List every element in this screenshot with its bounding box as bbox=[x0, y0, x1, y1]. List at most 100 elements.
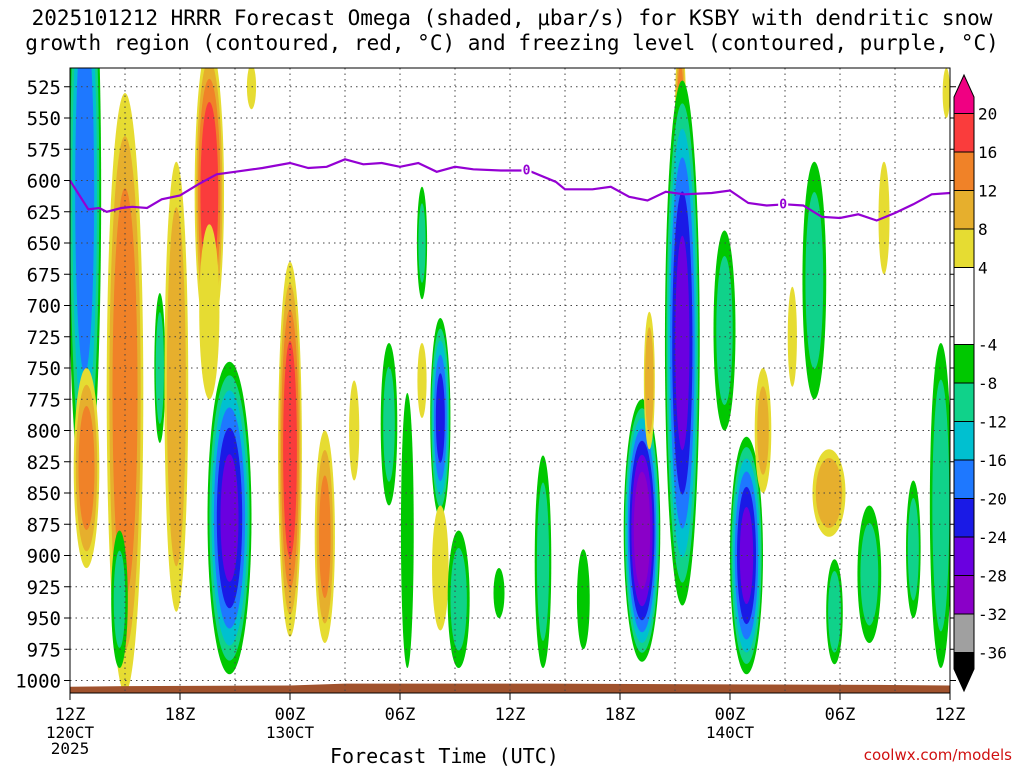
omega-feature-34 bbox=[826, 559, 843, 665]
y-tick-label-850: 850 bbox=[27, 483, 61, 505]
omega-feature-32 bbox=[787, 286, 797, 387]
omega-feature-6 bbox=[164, 161, 189, 612]
omega-contour-neg-8 bbox=[860, 523, 879, 626]
y-tick-label-700: 700 bbox=[27, 296, 61, 318]
omega-feature-33 bbox=[802, 161, 827, 400]
colorbar-tick-8: 8 bbox=[978, 220, 988, 239]
y-tick-label-825: 825 bbox=[27, 452, 61, 474]
omega-feature-24 bbox=[623, 399, 661, 662]
colorbar-bin--36-to--32 bbox=[953, 613, 975, 653]
omega-feature-4 bbox=[111, 530, 128, 669]
colorbar-bin-8-to-12 bbox=[953, 190, 975, 230]
omega-contour-neg-4 bbox=[576, 549, 590, 650]
y-tick-label-625: 625 bbox=[27, 202, 61, 224]
x-tick-sublabel-12-1: 130CT bbox=[266, 723, 315, 742]
omega-contour-neg-8 bbox=[113, 550, 126, 648]
colorbar-tick--12: -12 bbox=[978, 413, 1007, 432]
y-tick-label-925: 925 bbox=[27, 577, 61, 599]
y-tick-label-800: 800 bbox=[27, 421, 61, 443]
colorbar: 20 16 12 8 4 -4 -8 -12 -16 -20 -24 -28 -32 -36 bbox=[953, 73, 1007, 693]
colorbar-bin--28-to--24 bbox=[953, 536, 975, 576]
y-tick-label-750: 750 bbox=[27, 358, 61, 380]
freezing-level-label-1: 0 bbox=[523, 164, 531, 179]
y-tick-label-575: 575 bbox=[27, 139, 61, 161]
omega-contour-pos-4 bbox=[199, 224, 220, 400]
omega-contour-pos-12 bbox=[319, 475, 331, 599]
colorbar-tick-4: 4 bbox=[978, 259, 988, 278]
omega-contour-pos-16 bbox=[283, 340, 297, 558]
colorbar-tick-20: 20 bbox=[978, 105, 997, 124]
omega-feature-10 bbox=[246, 68, 257, 110]
colorbar-bin--20-to--16 bbox=[953, 459, 975, 499]
y-tick-label-600: 600 bbox=[27, 171, 61, 193]
omega-contours bbox=[70, 68, 950, 693]
grid-layer bbox=[70, 68, 950, 693]
omega-feature-39 bbox=[929, 343, 950, 668]
chart-title: 2025101212 HRRR Forecast Omega (shaded, … bbox=[0, 6, 1024, 56]
colorbar-tick--32: -32 bbox=[978, 605, 1007, 624]
omega-feature-17 bbox=[417, 343, 427, 418]
x-tick-label-36: 00Z bbox=[715, 705, 746, 725]
colorbar-bin-16-to-20 bbox=[953, 113, 975, 153]
omega-feature-11 bbox=[278, 261, 302, 637]
omega-contour-neg-8 bbox=[155, 312, 164, 424]
y-tick-label-675: 675 bbox=[27, 264, 61, 286]
y-tick-label-550: 550 bbox=[27, 108, 61, 130]
omega-feature-20 bbox=[447, 530, 470, 669]
omega-contour-pos-4 bbox=[349, 380, 360, 481]
y-tick-label-525: 525 bbox=[27, 77, 61, 99]
colorbar-bin--12-to--8 bbox=[953, 382, 975, 422]
omega-contour-pos-4 bbox=[432, 505, 449, 631]
omega-contour-pos-12 bbox=[78, 406, 95, 530]
x-tick-label-42: 06Z bbox=[825, 705, 856, 725]
omega-feature-28 bbox=[664, 80, 700, 606]
omega-contour-neg-8 bbox=[450, 548, 467, 651]
omega-contour-neg-8 bbox=[383, 366, 395, 482]
y-tick-label-975: 975 bbox=[27, 639, 61, 661]
y-tick-label-775: 775 bbox=[27, 389, 61, 411]
colorbar-tick--16: -16 bbox=[978, 451, 1007, 470]
y-tick-label-950: 950 bbox=[27, 608, 61, 630]
omega-feature-22 bbox=[534, 455, 552, 669]
omega-feature-2 bbox=[73, 368, 100, 568]
colorbar-bin-20-to-24 bbox=[953, 73, 975, 114]
omega-contour-neg-20 bbox=[435, 373, 445, 463]
omega-feature-1 bbox=[70, 68, 102, 506]
colorbar-tick--4: -4 bbox=[978, 336, 997, 355]
y-tick-label-725: 725 bbox=[27, 327, 61, 349]
x-tick-label-18: 06Z bbox=[385, 705, 416, 725]
omega-contour-neg-24 bbox=[675, 235, 690, 451]
x-tick-sublabel-0-2: 2025 bbox=[51, 739, 90, 758]
x-tick-label-12: 00Z bbox=[275, 705, 306, 725]
colorbar-tick--36: -36 bbox=[978, 644, 1007, 663]
x-tick-label-48: 12Z bbox=[935, 705, 966, 725]
omega-feature-23 bbox=[576, 549, 590, 650]
omega-contour-neg-8 bbox=[907, 498, 919, 601]
omega-contour-pos-4 bbox=[942, 68, 950, 118]
colorbar-bin--16-to--12 bbox=[953, 421, 975, 461]
colorbar-bin--24-to--20 bbox=[953, 498, 975, 538]
omega-feature-25 bbox=[643, 311, 655, 450]
omega-contour-neg-4 bbox=[493, 568, 505, 618]
colorbar-bin--4-to-4 bbox=[953, 267, 975, 345]
omega-feature-13 bbox=[349, 380, 360, 481]
omega-contour-pos-8 bbox=[645, 327, 654, 434]
omega-contour-neg-16 bbox=[75, 68, 95, 374]
omega-contour-neg-8 bbox=[932, 379, 950, 632]
omega-feature-40 bbox=[942, 68, 950, 118]
omega-feature-8 bbox=[199, 224, 220, 400]
x-tick-label-30: 18Z bbox=[605, 705, 636, 725]
freezing-level-label-2: 0 bbox=[779, 197, 787, 212]
omega-shading-layer bbox=[70, 68, 950, 693]
colorbar-tick--24: -24 bbox=[978, 528, 1007, 547]
x-tick-sublabel-0-1: 120CT bbox=[46, 723, 95, 742]
x-tick-label-0: 12Z bbox=[55, 705, 86, 725]
colorbar-bin--40-to--36 bbox=[953, 652, 975, 693]
y-tick-label-650: 650 bbox=[27, 233, 61, 255]
y-tick-label-875: 875 bbox=[27, 514, 61, 536]
colorbar-tick-16: 16 bbox=[978, 143, 997, 162]
colorbar-bin--32-to--28 bbox=[953, 575, 975, 615]
chart-title-line-1: 2025101212 HRRR Forecast Omega (shaded, … bbox=[31, 6, 993, 30]
colorbar-tick--28: -28 bbox=[978, 567, 1007, 586]
